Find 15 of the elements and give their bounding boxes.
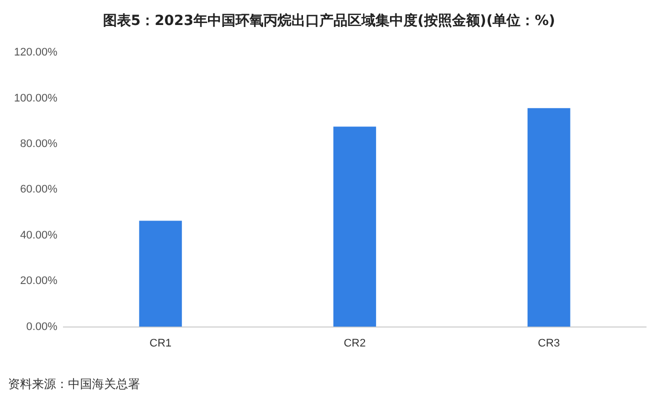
y-tick-label: 20.00%: [20, 275, 58, 288]
y-tick-label: 60.00%: [20, 184, 58, 196]
bar: [528, 108, 570, 327]
x-tick-label: CR2: [344, 337, 366, 350]
x-tick-label: CR1: [150, 337, 172, 350]
y-tick-label: 120.00%: [14, 46, 58, 59]
y-tick-label: 40.00%: [20, 229, 58, 242]
y-tick-label: 0.00%: [26, 320, 58, 333]
chart-title: 图表5：2023年中国环氧丙烷出口产品区域集中度(按照金额)(单位：%): [102, 12, 556, 30]
y-tick-label: 100.00%: [14, 92, 58, 104]
bar: [139, 220, 182, 327]
text: 资料来源：中国海关总署: [8, 376, 140, 393]
x-tick-label: CR3: [538, 337, 560, 350]
y-tick-label: 80.00%: [20, 138, 58, 150]
bar: [333, 126, 376, 327]
